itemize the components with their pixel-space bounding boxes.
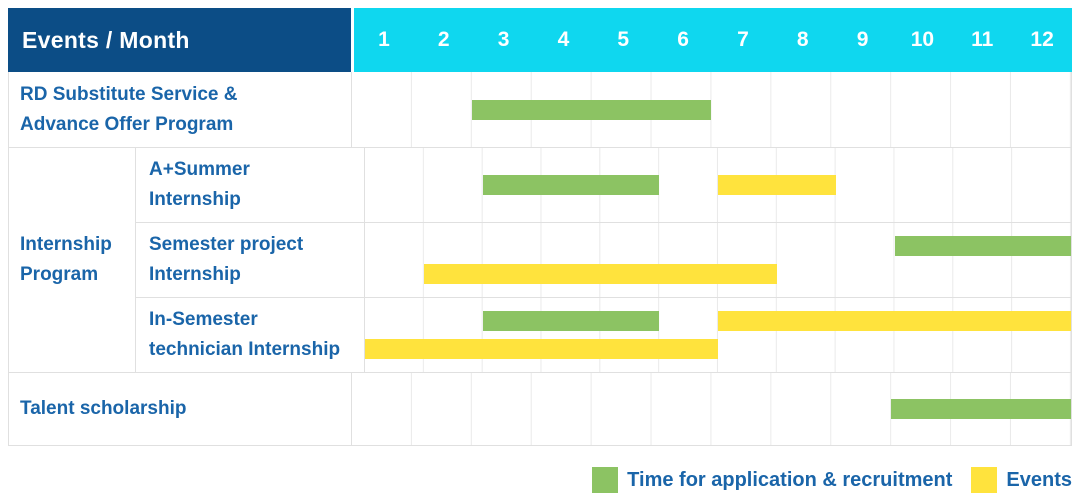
month-label: 7 (737, 28, 749, 51)
legend-item-events: Events (971, 467, 1072, 493)
table-title: Events / Month (8, 8, 351, 72)
gantt-bar-application (482, 311, 660, 331)
event-label-cell: RD Substitute Service & Advance Offer Pro… (9, 72, 352, 147)
gantt-bar-event (365, 339, 718, 359)
event-label: Internship (149, 189, 241, 210)
header-row: Events / Month 1 2 3 4 5 6 7 8 9 10 11 12 (8, 8, 1072, 72)
event-row-semester-project-internship: Semester project Internship (136, 223, 1071, 298)
table-body: RD Substitute Service & Advance Offer Pro… (8, 72, 1072, 446)
event-row-talent-scholarship: Talent scholarship (9, 373, 1071, 445)
chart-cell (365, 223, 1071, 297)
month-label: 4 (557, 28, 570, 51)
event-label: technician Internship (149, 339, 341, 360)
event-label: RD Substitute Service & (20, 83, 238, 105)
month-label: 3 (497, 28, 510, 51)
yellow-swatch-icon (971, 467, 998, 493)
gantt-bar-application (471, 99, 712, 120)
chart-cell (352, 72, 1071, 147)
month-label: 8 (796, 28, 809, 51)
chart-cell (365, 298, 1071, 372)
event-label: Advance Offer Program (20, 113, 234, 135)
event-label: Talent scholarship (20, 398, 187, 419)
event-row-in-semester-technician-internship: In-Semester technician Internship (136, 298, 1071, 372)
month-label: 6 (677, 28, 689, 51)
event-label-cell: Talent scholarship (9, 373, 352, 445)
event-label: In-Semester (149, 309, 258, 330)
month-label: 2 (437, 28, 450, 51)
event-label: A+Summer (149, 159, 250, 180)
legend: Time for application & recruitment Event… (8, 467, 1072, 493)
gantt-bar-application (482, 175, 660, 195)
green-swatch-icon (592, 467, 619, 493)
event-label: Internship (149, 264, 241, 285)
group-label-internship-program: Internship Program (9, 148, 136, 372)
gantt-bar-application (891, 399, 1071, 419)
legend-label: Events (1006, 468, 1072, 491)
month-label: 5 (617, 28, 630, 51)
gantt-bar-application (894, 236, 1071, 256)
event-row-a-plus-summer-internship: A+Summer Internship (136, 148, 1071, 223)
legend-label: Time for application & recruitment (627, 468, 953, 491)
month-label: 12 (1030, 28, 1054, 51)
event-row-rd-substitute-service-advance-offer-program: RD Substitute Service & Advance Offer Pro… (9, 72, 1071, 148)
event-label: Semester project (149, 234, 304, 255)
chart-cell (352, 373, 1071, 445)
gantt-bar-event (718, 311, 1071, 331)
gantt-bar-event (423, 264, 777, 284)
legend-item-application-recruitment: Time for application & recruitment (592, 467, 952, 493)
chart-cell (365, 148, 1071, 222)
group-subrows: A+Summer Internship Semester project Intern… (136, 148, 1071, 372)
event-label-cell: Semester project Internship (136, 223, 365, 297)
month-label: 10 (910, 28, 935, 51)
month-label: 11 (971, 28, 994, 51)
event-label: Program (20, 264, 99, 285)
month-label: 1 (378, 28, 390, 51)
gantt-bar-event (718, 175, 836, 195)
header-gap (351, 8, 354, 72)
gantt-table: Events / Month 1 2 3 4 5 6 7 8 9 10 11 12 RD Substi… (8, 8, 1072, 493)
event-label: Internship (20, 234, 112, 255)
event-label-cell: A+Summer Internship (136, 148, 365, 222)
month-label: 9 (856, 28, 869, 51)
month-header: 1 2 3 4 5 6 7 8 9 10 11 12 (354, 8, 1072, 72)
event-label-cell: In-Semester technician Internship (136, 298, 365, 372)
event-row-internship-program: Internship Program A+Summer Internship Semes… (9, 148, 1071, 373)
